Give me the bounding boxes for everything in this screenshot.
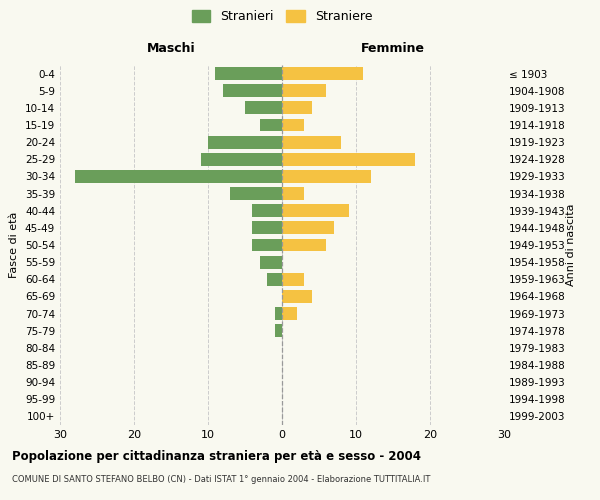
Bar [260,256,282,268]
Bar [223,84,282,97]
Bar [253,222,282,234]
Bar [282,67,364,80]
Bar [282,118,304,132]
Bar [275,307,282,320]
Bar [282,84,326,97]
Legend: Stranieri, Straniere: Stranieri, Straniere [188,6,376,27]
Bar [282,238,326,252]
Bar [282,222,334,234]
Bar [230,187,282,200]
Text: Popolazione per cittadinanza straniera per età e sesso - 2004: Popolazione per cittadinanza straniera p… [12,450,421,463]
Bar [282,153,415,166]
Bar [253,204,282,217]
Bar [282,102,311,114]
Bar [282,290,311,303]
Bar [282,136,341,148]
Text: Femmine: Femmine [361,42,425,54]
Bar [282,170,371,183]
Bar [275,324,282,337]
Bar [282,187,304,200]
Bar [282,273,304,285]
Text: Maschi: Maschi [146,42,196,54]
Bar [267,273,282,285]
Bar [200,153,282,166]
Bar [208,136,282,148]
Text: COMUNE DI SANTO STEFANO BELBO (CN) - Dati ISTAT 1° gennaio 2004 - Elaborazione T: COMUNE DI SANTO STEFANO BELBO (CN) - Dat… [12,475,430,484]
Y-axis label: Anni di nascita: Anni di nascita [566,204,576,286]
Bar [282,307,297,320]
Bar [260,118,282,132]
Bar [75,170,282,183]
Bar [245,102,282,114]
Bar [215,67,282,80]
Y-axis label: Fasce di età: Fasce di età [10,212,19,278]
Bar [253,238,282,252]
Bar [282,204,349,217]
